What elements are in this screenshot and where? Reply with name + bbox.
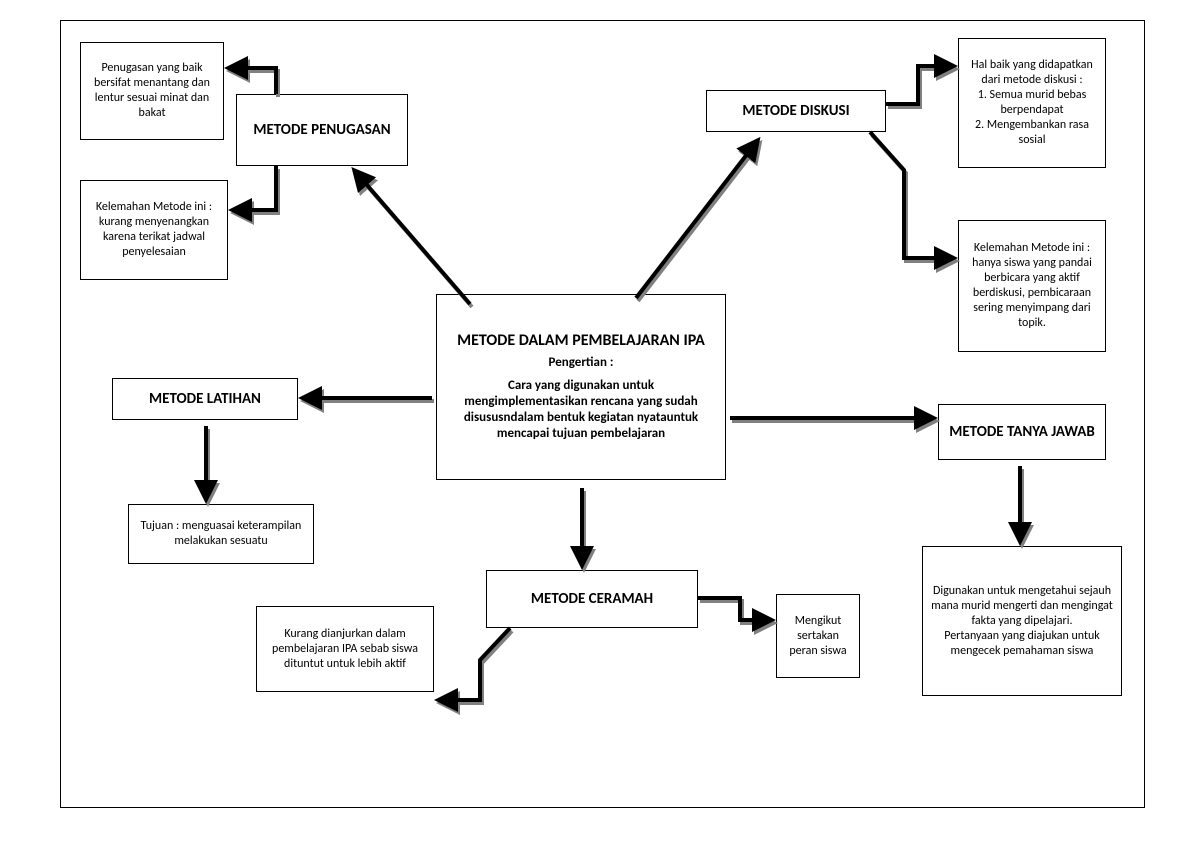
node-diskusi-note2: Kelemahan Metode ini : hanya siswa yang …	[958, 220, 1106, 352]
node-ceramah-note2: Mengikut sertakan peran siswa	[776, 594, 860, 678]
node-ceramah: METODE CERAMAH	[486, 570, 698, 628]
node-diskusi-note1: Hal baik yang didapatkan dari metode dis…	[958, 38, 1106, 168]
penugasan-title: METODE PENUGASAN	[253, 121, 390, 140]
node-latihan: METODE LATIHAN	[112, 378, 298, 420]
node-penugasan-note1: Penugasan yang baik bersifat menantang d…	[80, 42, 224, 140]
node-penugasan-note2: Kelemahan Metode ini : kurang menyenangk…	[80, 180, 228, 280]
diskusi-title: METODE DISKUSI	[742, 102, 849, 121]
latihan-note-body: Tujuan : menguasai keterampilan melakuka…	[137, 519, 305, 549]
center-body: Cara yang digunakan untuk mengimplementa…	[445, 378, 717, 443]
latihan-title: METODE LATIHAN	[149, 390, 261, 409]
tanya-title: METODE TANYA JAWAB	[949, 423, 1095, 442]
node-tanya-note: Digunakan untuk mengetahui sejauh mana m…	[922, 546, 1122, 696]
penugasan-note1-body: Penugasan yang baik bersifat menantang d…	[89, 61, 215, 121]
node-penugasan: METODE PENUGASAN	[236, 94, 408, 166]
diskusi-note2-body: Kelemahan Metode ini : hanya siswa yang …	[967, 241, 1097, 331]
center-title: METODE DALAM PEMBELAJARAN IPA	[457, 331, 705, 351]
node-latihan-note: Tujuan : menguasai keterampilan melakuka…	[128, 504, 314, 564]
center-subtitle: Pengertian :	[549, 355, 614, 371]
node-tanya: METODE TANYA JAWAB	[938, 404, 1106, 460]
ceramah-title: METODE CERAMAH	[531, 590, 653, 609]
node-center: METODE DALAM PEMBELAJARAN IPA Pengertian…	[436, 294, 726, 480]
ceramah-note2-body: Mengikut sertakan peran siswa	[785, 614, 851, 659]
node-ceramah-note1: Kurang dianjurkan dalam pembelajaran IPA…	[256, 606, 434, 692]
ceramah-note1-body: Kurang dianjurkan dalam pembelajaran IPA…	[265, 627, 425, 672]
tanya-note-body: Digunakan untuk mengetahui sejauh mana m…	[931, 584, 1113, 659]
penugasan-note2-body: Kelemahan Metode ini : kurang menyenangk…	[89, 200, 219, 260]
node-diskusi: METODE DISKUSI	[706, 90, 886, 132]
diskusi-note1-body: Hal baik yang didapatkan dari metode dis…	[967, 58, 1097, 148]
